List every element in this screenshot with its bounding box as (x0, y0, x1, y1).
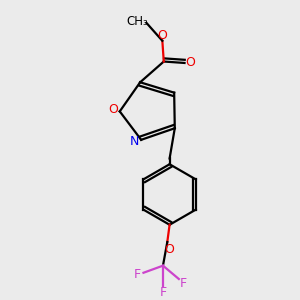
Text: F: F (134, 268, 141, 281)
Text: CH₃: CH₃ (126, 15, 148, 28)
Text: F: F (180, 277, 187, 290)
Text: F: F (159, 286, 167, 299)
Text: O: O (109, 103, 118, 116)
Text: O: O (157, 28, 167, 41)
Text: O: O (164, 243, 174, 256)
Text: N: N (130, 135, 140, 148)
Text: O: O (185, 56, 195, 70)
